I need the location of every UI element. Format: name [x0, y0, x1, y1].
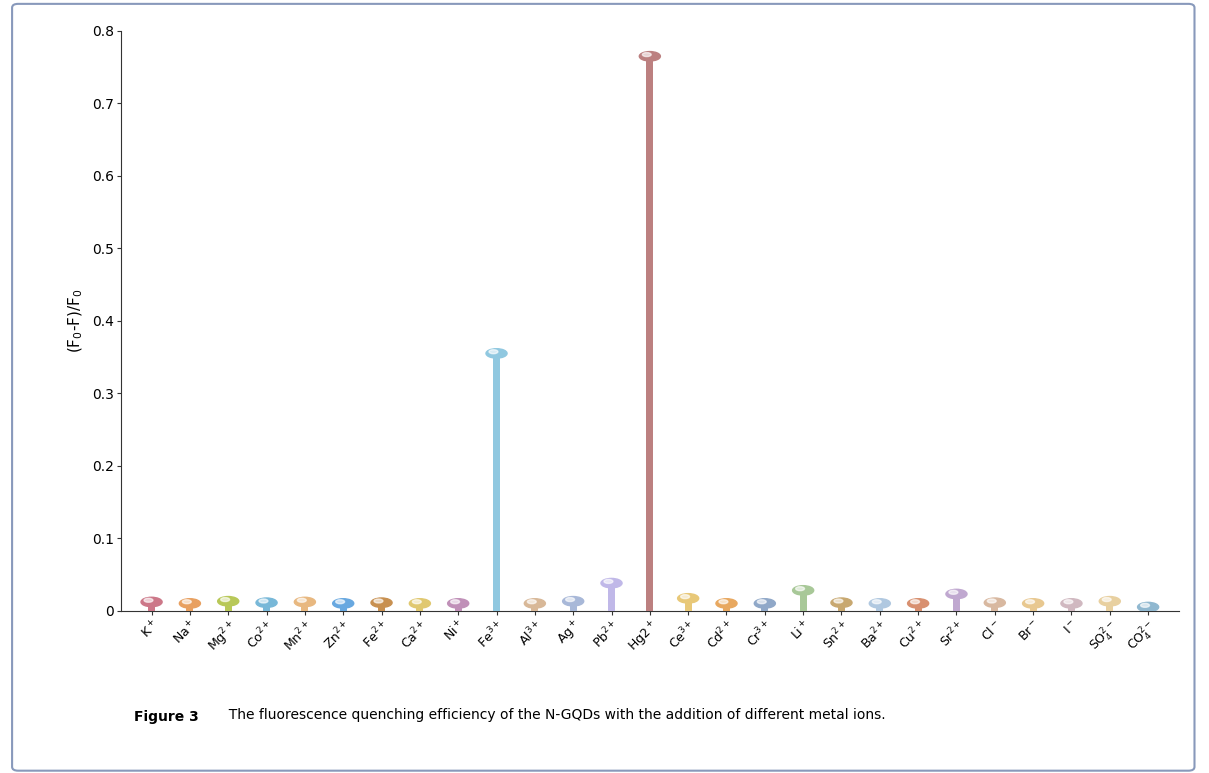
Ellipse shape: [719, 600, 728, 604]
Ellipse shape: [949, 591, 958, 594]
Ellipse shape: [332, 599, 354, 608]
Ellipse shape: [640, 52, 660, 61]
Ellipse shape: [831, 598, 852, 608]
Ellipse shape: [677, 594, 699, 603]
Ellipse shape: [259, 599, 268, 603]
Ellipse shape: [336, 600, 345, 604]
Ellipse shape: [486, 349, 507, 358]
Bar: [149, 602, 155, 611]
Ellipse shape: [410, 599, 430, 608]
Bar: [838, 603, 845, 611]
Ellipse shape: [412, 600, 421, 604]
Ellipse shape: [681, 594, 689, 598]
Ellipse shape: [984, 598, 1006, 608]
Ellipse shape: [642, 53, 652, 56]
Bar: [991, 603, 999, 611]
Y-axis label: (F$_0$-F)/F$_0$: (F$_0$-F)/F$_0$: [66, 288, 85, 353]
Ellipse shape: [374, 599, 383, 603]
Ellipse shape: [297, 598, 306, 602]
Text: The fluorescence quenching efficiency of the N-GQDs with the addition of differe: The fluorescence quenching efficiency of…: [220, 708, 886, 722]
Ellipse shape: [179, 599, 201, 608]
Ellipse shape: [1025, 600, 1035, 604]
Ellipse shape: [447, 599, 469, 608]
Ellipse shape: [221, 598, 230, 601]
Bar: [723, 604, 730, 611]
Ellipse shape: [371, 598, 392, 608]
Bar: [953, 594, 960, 611]
Bar: [915, 604, 921, 611]
Bar: [569, 601, 577, 611]
Ellipse shape: [757, 600, 767, 604]
Bar: [799, 591, 806, 611]
Ellipse shape: [1140, 604, 1150, 608]
Bar: [877, 604, 884, 611]
Bar: [1030, 604, 1036, 611]
Bar: [1106, 601, 1113, 611]
Ellipse shape: [873, 600, 881, 604]
Ellipse shape: [604, 580, 613, 584]
Ellipse shape: [1103, 598, 1111, 601]
Ellipse shape: [601, 578, 623, 587]
Ellipse shape: [988, 599, 996, 603]
Ellipse shape: [256, 598, 277, 608]
Ellipse shape: [141, 598, 162, 607]
Bar: [455, 604, 462, 611]
Ellipse shape: [1099, 597, 1121, 606]
Ellipse shape: [183, 600, 191, 604]
Ellipse shape: [294, 598, 316, 607]
Bar: [1068, 604, 1075, 611]
Text: Figure 3: Figure 3: [134, 710, 198, 724]
Bar: [684, 598, 692, 611]
Bar: [340, 604, 347, 611]
Ellipse shape: [525, 599, 545, 608]
Ellipse shape: [562, 597, 584, 606]
Ellipse shape: [793, 586, 814, 595]
Ellipse shape: [218, 597, 238, 606]
Ellipse shape: [869, 599, 890, 608]
Ellipse shape: [945, 589, 967, 599]
Ellipse shape: [1064, 600, 1072, 604]
Ellipse shape: [144, 598, 152, 602]
Ellipse shape: [834, 599, 843, 603]
Ellipse shape: [1138, 602, 1158, 611]
Ellipse shape: [754, 599, 775, 608]
Ellipse shape: [716, 599, 737, 608]
Bar: [762, 604, 768, 611]
Bar: [186, 604, 193, 611]
Ellipse shape: [796, 587, 804, 591]
Bar: [647, 56, 653, 611]
Bar: [225, 601, 232, 611]
Bar: [608, 583, 615, 611]
Bar: [378, 603, 384, 611]
Ellipse shape: [527, 600, 537, 604]
Bar: [493, 353, 501, 611]
Bar: [532, 604, 538, 611]
Ellipse shape: [910, 600, 920, 604]
Bar: [264, 603, 270, 611]
Bar: [416, 604, 423, 611]
Ellipse shape: [488, 349, 498, 354]
Bar: [301, 602, 308, 611]
Ellipse shape: [451, 600, 459, 604]
Ellipse shape: [566, 598, 574, 601]
Ellipse shape: [1062, 599, 1082, 608]
Bar: [1145, 607, 1151, 611]
Ellipse shape: [908, 599, 929, 608]
Ellipse shape: [1023, 599, 1043, 608]
